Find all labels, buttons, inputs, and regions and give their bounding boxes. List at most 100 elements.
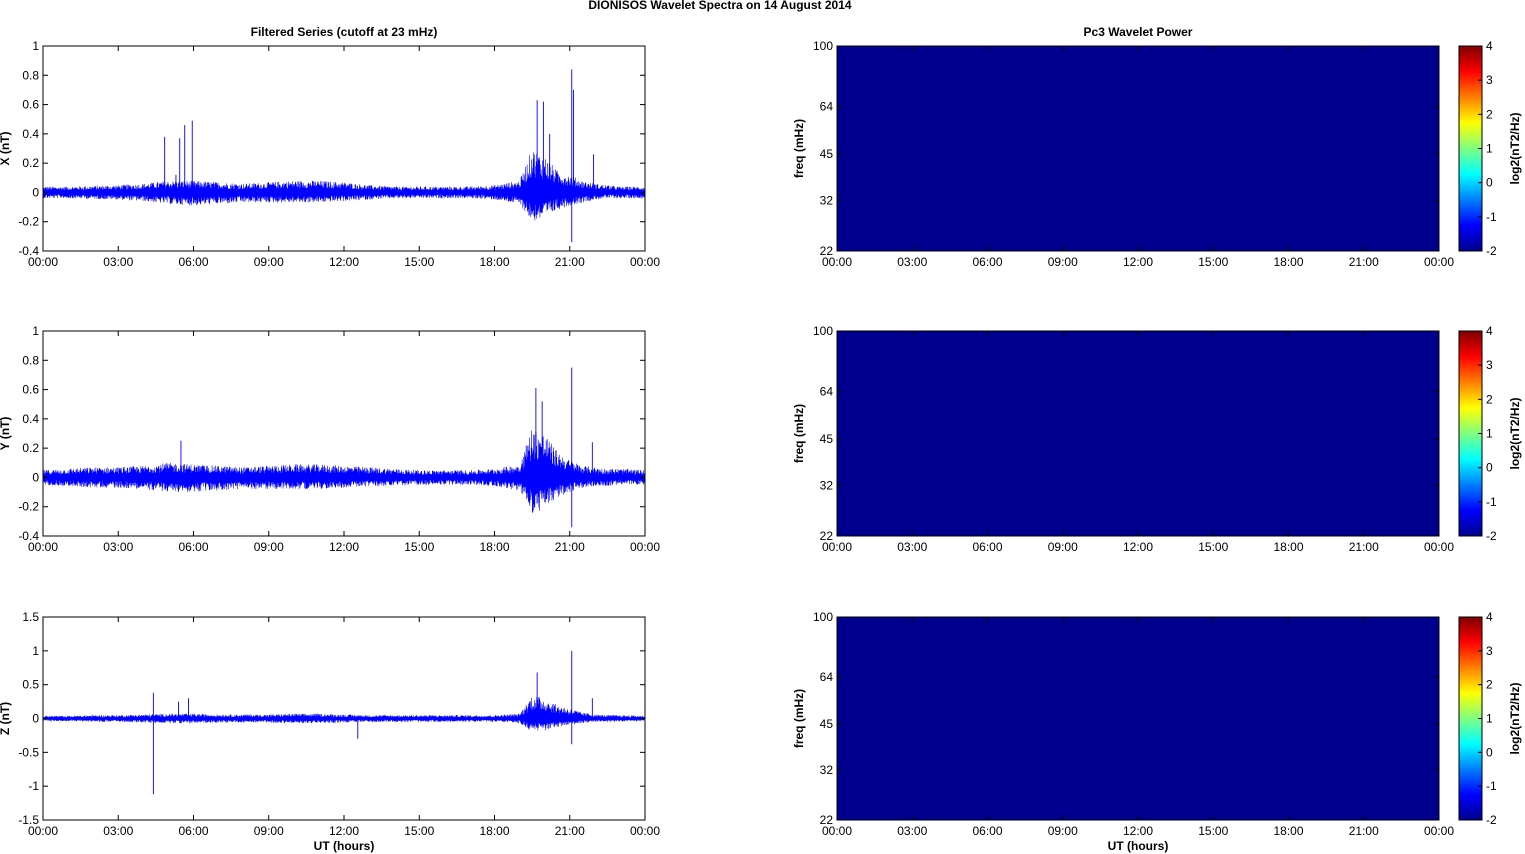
x-tick-label: 12:00 (1123, 824, 1153, 838)
y-axis-label: Z (nT) (0, 702, 12, 735)
colorbar-tick-label: -2 (1486, 813, 1497, 827)
y-tick-label: 32 (820, 193, 834, 207)
y-tick-label: -1 (28, 779, 39, 793)
y-tick-label: -0.2 (18, 215, 39, 229)
x-tick-label: 12:00 (1123, 540, 1153, 554)
colorbar-tick-label: 3 (1486, 73, 1493, 87)
x-tick-label: 00:00 (1424, 824, 1454, 838)
line-panel-2: -1.5 -1 -0.5 0 0.5 1 1.5 00:00 03:00 06:00 09:00 12… (0, 610, 660, 853)
x-tick-label: 21:00 (555, 824, 585, 838)
x-tick-label: 03:00 (103, 540, 133, 554)
y-tick-label: 0.2 (22, 156, 39, 170)
y-tick-label: -0.4 (18, 529, 39, 543)
y-tick-label: -0.2 (18, 500, 39, 514)
x-tick-label: 15:00 (1198, 540, 1228, 554)
colorbar-tick-label: -2 (1486, 529, 1497, 543)
y-tick-label: -0.5 (18, 745, 39, 759)
y-tick-label: 22 (820, 529, 834, 543)
colorbar-tick-label: 4 (1486, 39, 1493, 53)
colorbar-tick-label: 2 (1486, 107, 1493, 121)
x-tick-label: 00:00 (630, 824, 660, 838)
line-panel-0: -0.4 -0.2 0 0.2 0.4 0.6 0.8 1 00:00 03:00 06:00 09:… (0, 25, 660, 269)
y-tick-label: 0.4 (22, 412, 39, 426)
series-trace (43, 697, 645, 731)
colorbar-tick-label: 0 (1486, 176, 1493, 190)
x-tick-label: 21:00 (555, 540, 585, 554)
y-axis-label: Y (nT) (0, 417, 12, 451)
x-tick-label: 09:00 (254, 255, 284, 269)
x-tick-label: 06:00 (178, 824, 208, 838)
y-tick-label: 22 (820, 244, 834, 258)
x-tick-label: 00:00 (630, 255, 660, 269)
x-tick-label: 03:00 (103, 824, 133, 838)
x-tick-label: 03:00 (897, 824, 927, 838)
y-axis-label: freq (mHz) (792, 404, 806, 463)
x-tick-label: 15:00 (404, 824, 434, 838)
x-tick-label: 00:00 (1424, 255, 1454, 269)
y-axis-label: freq (mHz) (792, 119, 806, 178)
y-axis-label: X (nT) (0, 132, 12, 166)
x-tick-label: 15:00 (1198, 824, 1228, 838)
x-tick-label: 00:00 (28, 824, 58, 838)
x-tick-label: 15:00 (404, 540, 434, 554)
colorbar-tick-label: 4 (1486, 324, 1493, 338)
y-tick-label: 0.6 (22, 383, 39, 397)
y-tick-label: 45 (820, 717, 834, 731)
x-axis-label: UT (hours) (1108, 839, 1169, 853)
x-tick-label: 03:00 (103, 255, 133, 269)
x-tick-label: 18:00 (1273, 824, 1303, 838)
y-tick-label: 100 (813, 324, 833, 338)
colorbar-label: log2(nT2/Hz) (1508, 398, 1522, 470)
wavelet-power-image (837, 46, 1439, 251)
colorbar-tick-label: 0 (1486, 461, 1493, 475)
colorbar-tick-label: 3 (1486, 644, 1493, 658)
y-tick-label: 0.2 (22, 441, 39, 455)
colorbar-tick-label: -1 (1486, 495, 1497, 509)
y-tick-label: 32 (820, 763, 834, 777)
colorbar-label: log2(nT2/Hz) (1508, 113, 1522, 185)
y-tick-label: 64 (820, 384, 834, 398)
y-tick-label: 0.6 (22, 98, 39, 112)
y-tick-label: -0.4 (18, 244, 39, 258)
x-tick-label: 00:00 (1424, 540, 1454, 554)
y-tick-label: -1.5 (18, 813, 39, 827)
colorbar-tick-label: -1 (1486, 779, 1497, 793)
x-tick-label: 09:00 (1048, 824, 1078, 838)
x-tick-label: 21:00 (1349, 255, 1379, 269)
colorbar-tick-label: 2 (1486, 392, 1493, 406)
x-tick-label: 18:00 (1273, 255, 1303, 269)
y-tick-label: 0.8 (22, 353, 39, 367)
y-tick-label: 64 (820, 670, 834, 684)
x-tick-label: 21:00 (555, 255, 585, 269)
x-tick-label: 21:00 (1349, 824, 1379, 838)
x-tick-label: 18:00 (479, 255, 509, 269)
x-tick-label: 09:00 (254, 540, 284, 554)
x-tick-label: 15:00 (404, 255, 434, 269)
y-tick-label: 100 (813, 39, 833, 53)
colorbar-tick-label: 3 (1486, 358, 1493, 372)
colorbar-label: log2(nT2/Hz) (1508, 683, 1522, 755)
y-tick-label: 45 (820, 432, 834, 446)
x-tick-label: 09:00 (1048, 540, 1078, 554)
panel-title: Pc3 Wavelet Power (1084, 25, 1193, 39)
x-tick-label: 00:00 (822, 540, 852, 554)
y-tick-label: 1 (32, 644, 39, 658)
x-tick-label: 06:00 (178, 540, 208, 554)
x-tick-label: 21:00 (1349, 540, 1379, 554)
x-tick-label: 06:00 (972, 255, 1002, 269)
axes-frame (42, 45, 646, 252)
x-tick-label: 09:00 (1048, 255, 1078, 269)
y-tick-label: 100 (813, 610, 833, 624)
x-tick-label: 12:00 (329, 824, 359, 838)
x-tick-label: 00:00 (28, 255, 58, 269)
series-trace (43, 152, 645, 221)
x-tick-label: 06:00 (972, 540, 1002, 554)
y-tick-label: 64 (820, 99, 834, 113)
series-trace (43, 430, 645, 513)
x-axis-label: UT (hours) (314, 839, 375, 853)
x-tick-label: 00:00 (630, 540, 660, 554)
colorbar-tick-label: 1 (1486, 712, 1493, 726)
y-tick-label: 0.8 (22, 68, 39, 82)
